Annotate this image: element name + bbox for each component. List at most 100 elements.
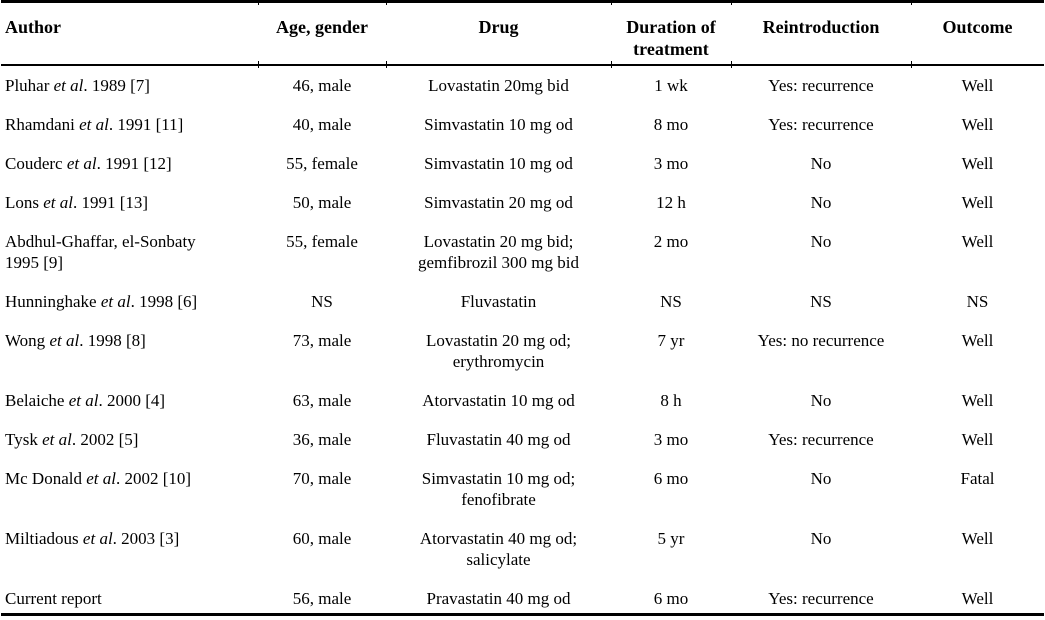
cell-author: Lons et al. 1991 [13] [5,193,149,212]
et-al-italic: et al [86,469,116,488]
column-tick-mark [258,61,259,68]
cell-author: Belaiche et al. 2000 [4] [5,391,166,410]
cell-author: Wong et al. 1998 [8] [5,331,146,350]
column-tick-mark [911,61,912,68]
cell-duration: 3 mo [653,430,689,449]
cell-reintroduction: Yes: recurrence [768,115,874,134]
cell-duration: 6 mo [653,469,689,488]
cell-reintroduction: No [810,391,832,410]
cell-author: Pluhar et al. 1989 [7] [5,76,150,95]
column-header-drug: Drug [386,1,611,66]
et-al-italic: et al [100,292,131,311]
cell-drug: Lovastatin 20mg bid [428,76,569,95]
table-row: Couderc et al. 1991 [12] 55, female Simvas… [1,144,1044,183]
cell-duration: 1 wk [654,76,688,95]
cell-author: Mc Donald et al. 2002 [10] [5,469,192,488]
column-tick-mark [911,0,912,5]
column-header-reintroduction: Reintroduction [731,1,911,66]
column-header-outcome: Outcome [911,1,1044,66]
cell-outcome: Well [961,529,994,548]
column-tick-mark [611,0,612,5]
table-header: Author Age, gender Drug Duration of treatme… [1,1,1044,66]
cell-author: Miltiadous et al. 2003 [3] [5,529,180,548]
et-al-italic: et al [42,430,72,449]
cell-age_gender: 73, male [292,331,352,350]
table-row: Current report 56, male Pravastatin 40 mg … [1,579,1044,615]
table-row: Pluhar et al. 1989 [7] 46, male Lovastatin… [1,65,1044,105]
cell-reintroduction: No [810,529,832,548]
cell-drug: Lovastatin 20 mg od; erythromycin [426,331,571,371]
cell-author: Hunninghake et al. 1998 [6] [5,292,198,311]
cell-outcome: Well [961,589,994,608]
table-row: Miltiadous et al. 2003 [3] 60, male Atorva… [1,519,1044,579]
column-tick-mark [611,61,612,68]
cell-duration: 6 mo [653,589,689,608]
cell-author: Current report [5,589,102,608]
cell-outcome: Well [961,430,994,449]
cell-drug: Simvastatin 10 mg od [424,154,573,173]
cell-age_gender: NS [311,292,333,311]
cell-reintroduction: No [810,232,832,251]
cell-drug: Atorvastatin 10 mg od [422,391,575,410]
cell-author: Rhamdani et al. 1991 [11] [5,115,184,134]
table-row: Tysk et al. 2002 [5] 36, male Fluvastatin … [1,420,1044,459]
cell-reintroduction: NS [810,292,832,311]
cell-age_gender: 60, male [292,529,352,548]
cell-duration: 3 mo [653,154,689,173]
table-row: Belaiche et al. 2000 [4] 63, male Atorvast… [1,381,1044,420]
cell-drug: Simvastatin 20 mg od [424,193,573,212]
cell-reintroduction: No [810,469,832,488]
column-header-duration: Duration of treatment [611,1,731,66]
cell-outcome: NS [966,292,989,311]
cell-reintroduction: Yes: recurrence [768,430,874,449]
cell-reintroduction: No [810,154,832,173]
cell-outcome: Well [961,232,994,251]
cell-age_gender: 40, male [292,115,352,134]
table-row: Wong et al. 1998 [8] 73, male Lovastatin 2… [1,321,1044,381]
table-row: Hunninghake et al. 1998 [6] NS Fluvastatin… [1,282,1044,321]
cell-outcome: Fatal [960,469,995,488]
et-al-italic: et al [68,391,99,410]
cell-drug: Atorvastatin 40 mg od; salicylate [419,529,578,569]
cell-duration: 8 mo [653,115,689,134]
cell-age_gender: 56, male [292,589,352,608]
et-al-italic: et al [79,115,109,134]
cell-duration: 7 yr [657,331,685,350]
cell-age_gender: 63, male [292,391,352,410]
cell-drug: Lovastatin 20 mg bid; gemfibrozil 300 mg… [417,232,579,272]
et-al-italic: et al [43,193,73,212]
column-tick-mark [386,61,387,68]
column-tick-mark [731,0,732,5]
header-row: Author Age, gender Drug Duration of treatme… [1,1,1044,66]
column-tick-mark [258,0,259,5]
cell-author: Abdhul-Ghaffar, el-Sonbaty 1995 [9] [5,232,196,272]
cell-reintroduction: Yes: recurrence [768,76,874,95]
et-al-italic: et al [66,154,97,173]
table-row: Lons et al. 1991 [13] 50, male Simvastatin… [1,183,1044,222]
cell-outcome: Well [961,154,994,173]
cell-drug: Fluvastatin [460,292,537,311]
cell-duration: 2 mo [653,232,689,251]
cell-age_gender: 46, male [292,76,352,95]
cell-reintroduction: Yes: recurrence [768,589,874,608]
table-row: Mc Donald et al. 2002 [10] 70, male Simvas… [1,459,1044,519]
cell-outcome: Well [961,193,994,212]
column-header-author: Author [1,1,258,66]
cell-age_gender: 70, male [292,469,352,488]
cell-age_gender: 36, male [292,430,352,449]
cell-drug: Simvastatin 10 mg od [424,115,573,134]
cell-age_gender: 55, female [286,232,358,251]
column-tick-mark [731,61,732,68]
et-al-italic: et al [53,76,84,95]
cell-reintroduction: No [810,193,832,212]
cell-duration: 5 yr [657,529,685,548]
column-header-age_gender: Age, gender [258,1,386,66]
cell-duration: NS [660,292,682,311]
cell-drug: Simvastatin 10 mg od; fenofibrate [421,469,576,509]
et-al-italic: et al [82,529,113,548]
cell-outcome: Well [961,115,994,134]
cell-outcome: Well [961,391,994,410]
cell-drug: Fluvastatin 40 mg od [426,430,571,449]
